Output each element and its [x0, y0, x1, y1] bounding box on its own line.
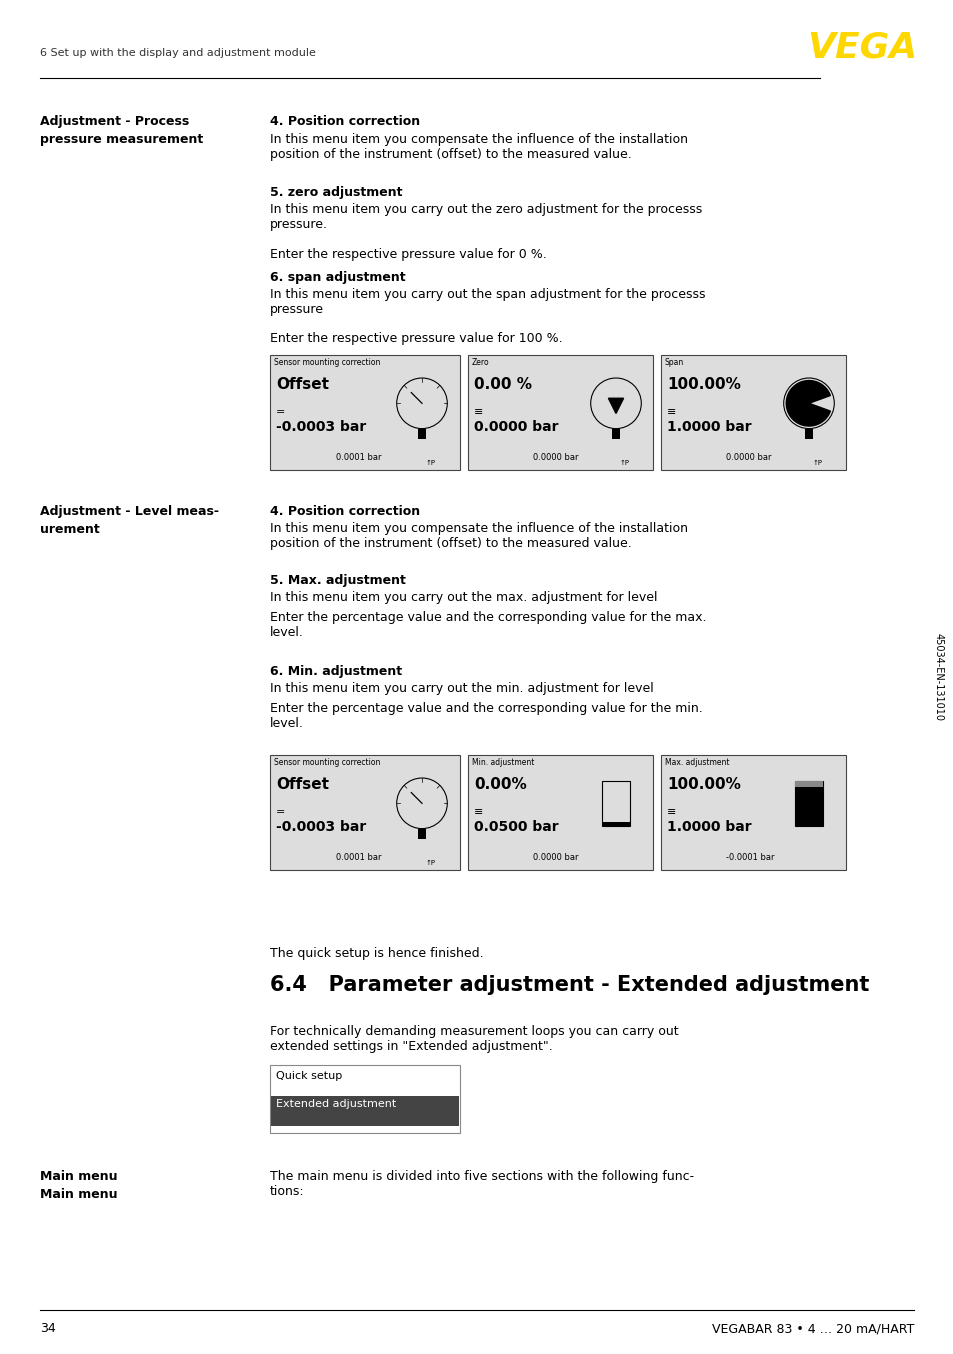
Text: 6. span adjustment: 6. span adjustment	[270, 271, 405, 284]
Text: Sensor mounting correction: Sensor mounting correction	[274, 758, 380, 766]
Text: 0.0500 bar: 0.0500 bar	[474, 821, 558, 834]
Bar	[794, 780, 822, 788]
Text: Enter the respective pressure value for 0 %.: Enter the respective pressure value for …	[270, 248, 546, 261]
Text: In this menu item you carry out the zero adjustment for the processs
pressure.: In this menu item you carry out the zero…	[270, 203, 701, 232]
Text: In this menu item you compensate the influence of the installation
position of t: In this menu item you compensate the inf…	[270, 523, 687, 550]
Text: 1.0000 bar: 1.0000 bar	[666, 821, 751, 834]
Text: For technically demanding measurement loops you can carry out
extended settings : For technically demanding measurement lo…	[270, 1025, 678, 1053]
Text: 0.0000 bar: 0.0000 bar	[474, 420, 558, 435]
Text: 6. Min. adjustment: 6. Min. adjustment	[270, 665, 402, 678]
Text: VEGABAR 83 • 4 … 20 mA/HART: VEGABAR 83 • 4 … 20 mA/HART	[711, 1322, 913, 1335]
Text: 4. Position correction: 4. Position correction	[270, 115, 419, 129]
Text: Enter the percentage value and the corresponding value for the max.
level.: Enter the percentage value and the corre…	[270, 611, 706, 639]
Text: ≡: ≡	[666, 408, 676, 417]
Text: 100.00%: 100.00%	[666, 777, 740, 792]
Bar	[601, 822, 629, 826]
Bar	[270, 1066, 459, 1133]
Text: In this menu item you carry out the span adjustment for the processs
pressure: In this menu item you carry out the span…	[270, 288, 705, 315]
Text: Quick setup: Quick setup	[275, 1071, 342, 1080]
Text: ≡: ≡	[474, 408, 483, 417]
Text: In this menu item you carry out the min. adjustment for level: In this menu item you carry out the min.…	[270, 682, 653, 695]
Text: 0.00%: 0.00%	[474, 777, 526, 792]
Polygon shape	[608, 398, 623, 413]
Text: ↑P: ↑P	[812, 460, 821, 466]
Text: Min. adjustment: Min. adjustment	[472, 758, 534, 766]
Text: =: =	[275, 408, 285, 417]
Text: 0.0000 bar: 0.0000 bar	[532, 454, 578, 462]
Text: ↑P: ↑P	[425, 460, 436, 466]
Bar	[417, 429, 426, 439]
Text: Adjustment - Process
pressure measurement: Adjustment - Process pressure measuremen…	[40, 115, 203, 146]
Text: ≡: ≡	[666, 807, 676, 816]
Text: 34: 34	[40, 1322, 55, 1335]
Text: 0.00 %: 0.00 %	[474, 376, 532, 393]
Text: 4. Position correction: 4. Position correction	[270, 505, 419, 519]
Text: The main menu is divided into five sections with the following func-
tions:: The main menu is divided into five secti…	[270, 1170, 694, 1198]
Polygon shape	[785, 380, 829, 427]
Text: 5. zero adjustment: 5. zero adjustment	[270, 185, 402, 199]
Text: 0.0000 bar: 0.0000 bar	[725, 454, 770, 462]
Text: Span: Span	[664, 357, 683, 367]
Text: Enter the percentage value and the corresponding value for the min.
level.: Enter the percentage value and the corre…	[270, 701, 702, 730]
Bar	[468, 756, 652, 871]
Text: 45034-EN-131010: 45034-EN-131010	[933, 634, 943, 720]
Text: In this menu item you compensate the influence of the installation
position of t: In this menu item you compensate the inf…	[270, 133, 687, 161]
Text: Sensor mounting correction: Sensor mounting correction	[274, 357, 380, 367]
Bar	[417, 829, 426, 838]
Text: Max. adjustment: Max. adjustment	[664, 758, 729, 766]
Text: ≡: ≡	[474, 807, 483, 816]
Text: Adjustment - Level meas-
urement: Adjustment - Level meas- urement	[40, 505, 219, 536]
Text: 0.0001 bar: 0.0001 bar	[336, 853, 381, 862]
Text: The quick setup is hence finished.: The quick setup is hence finished.	[270, 946, 483, 960]
Text: Extended adjustment: Extended adjustment	[275, 1098, 395, 1109]
Text: Main menu
Main menu: Main menu Main menu	[40, 1170, 117, 1201]
Text: -0.0001 bar: -0.0001 bar	[725, 853, 774, 862]
Text: ↑P: ↑P	[619, 460, 629, 466]
Bar	[660, 756, 845, 871]
Text: 100.00%: 100.00%	[666, 376, 740, 393]
Text: 0.0000 bar: 0.0000 bar	[532, 853, 578, 862]
Text: 5. Max. adjustment: 5. Max. adjustment	[270, 574, 405, 588]
Text: Offset: Offset	[275, 376, 329, 393]
Text: 0.0001 bar: 0.0001 bar	[336, 454, 381, 462]
Text: -0.0003 bar: -0.0003 bar	[275, 420, 366, 435]
Text: ↑P: ↑P	[425, 860, 436, 867]
Text: 1.0000 bar: 1.0000 bar	[666, 420, 751, 435]
Bar	[611, 429, 619, 439]
Bar	[794, 780, 822, 826]
Text: 6 Set up with the display and adjustment module: 6 Set up with the display and adjustment…	[40, 47, 315, 58]
Text: VEGA: VEGA	[807, 30, 917, 64]
Bar	[803, 429, 813, 439]
Bar	[660, 355, 845, 470]
Bar	[270, 756, 459, 871]
Text: Enter the respective pressure value for 100 %.: Enter the respective pressure value for …	[270, 332, 562, 345]
Text: Offset: Offset	[275, 777, 329, 792]
Text: =: =	[275, 807, 285, 816]
Bar	[601, 780, 629, 826]
Bar	[468, 355, 652, 470]
Bar	[270, 355, 459, 470]
Text: Zero: Zero	[472, 357, 489, 367]
Text: -0.0003 bar: -0.0003 bar	[275, 821, 366, 834]
Text: 6.4   Parameter adjustment - Extended adjustment: 6.4 Parameter adjustment - Extended adju…	[270, 975, 868, 995]
Text: In this menu item you carry out the max. adjustment for level: In this menu item you carry out the max.…	[270, 590, 657, 604]
Bar	[271, 1095, 458, 1127]
